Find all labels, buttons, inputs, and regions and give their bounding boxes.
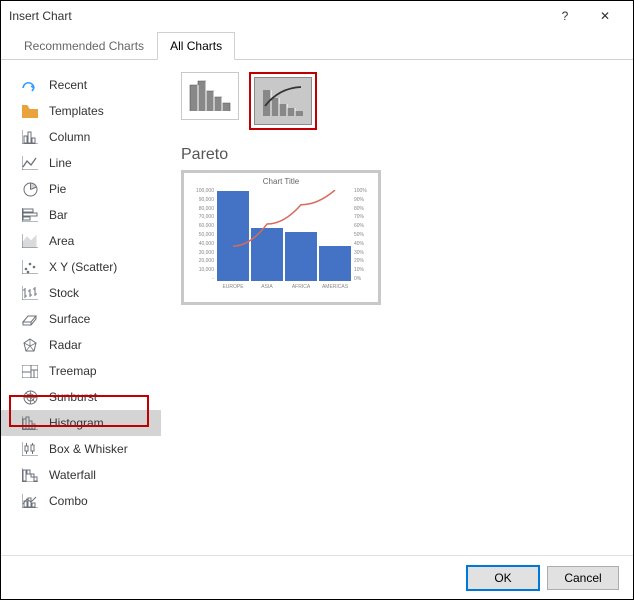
sidebar-item-scatter[interactable]: X Y (Scatter) [1,254,161,280]
sidebar-item-radar[interactable]: Radar [1,332,161,358]
sidebar-item-column[interactable]: Column [1,124,161,150]
folder-icon [21,103,39,119]
column-chart-icon [21,129,39,145]
sidebar-item-bar[interactable]: Bar [1,202,161,228]
subtype-pareto[interactable] [254,77,312,125]
dialog-body: Recent Templates Column Line Pie Bar [1,60,633,555]
sidebar-item-stock[interactable]: Stock [1,280,161,306]
cancel-label: Cancel [564,571,601,585]
treemap-chart-icon [21,363,39,379]
stock-chart-icon [21,285,39,301]
y-axis-left: 100,00090,00080,00070,00060,00050,00040,… [190,188,214,282]
sidebar-item-label: Surface [49,312,90,326]
sidebar-item-label: Waterfall [49,468,96,482]
chart-subtype-name: Pareto [181,146,613,164]
sidebar-item-label: Templates [49,104,104,118]
sidebar-item-label: Treemap [49,364,97,378]
tab-strip: Recommended Charts All Charts [1,31,633,60]
recent-icon [21,77,39,93]
pareto-line [216,190,352,282]
surface-chart-icon [21,311,39,327]
subtype-histogram[interactable] [181,72,239,120]
tab-all-charts[interactable]: All Charts [157,32,235,60]
close-icon: ✕ [600,9,610,23]
dialog-footer: OK Cancel [1,555,633,599]
bar-chart-icon [21,207,39,223]
radar-chart-icon [21,337,39,353]
scatter-chart-icon [21,259,39,275]
subtype-row [181,72,613,130]
window-title: Insert Chart [9,9,545,23]
sidebar-item-label: Radar [49,338,82,352]
cancel-button[interactable]: Cancel [547,566,619,590]
chart-preview[interactable]: Chart Title 100,00090,00080,00070,00060,… [181,170,381,305]
chart-type-list: Recent Templates Column Line Pie Bar [1,60,161,555]
histogram-subtype-icon [188,79,232,113]
sidebar-item-label: Column [49,130,90,144]
tab-all-label: All Charts [170,39,222,53]
ok-label: OK [494,571,511,585]
sidebar-item-waterfall[interactable]: Waterfall [1,462,161,488]
sidebar-item-label: Pie [49,182,66,196]
sidebar-item-label: Combo [49,494,88,508]
sidebar-item-boxwhisker[interactable]: Box & Whisker [1,436,161,462]
pie-chart-icon [21,181,39,197]
sidebar-item-line[interactable]: Line [1,150,161,176]
help-button[interactable]: ? [545,1,585,31]
sidebar-item-templates[interactable]: Templates [1,98,161,124]
sidebar-item-recent[interactable]: Recent [1,72,161,98]
sidebar-item-area[interactable]: Area [1,228,161,254]
line-chart-icon [21,155,39,171]
help-icon: ? [562,9,569,23]
sidebar-item-label: Line [49,156,72,170]
sidebar-item-label: Recent [49,78,87,92]
tab-recommended-label: Recommended Charts [24,39,144,53]
sidebar-item-label: X Y (Scatter) [49,260,117,274]
pareto-subtype-icon [261,84,305,118]
chart-preview-plot: 100,00090,00080,00070,00060,00050,00040,… [190,188,372,296]
x-axis: EUROPEASIAAFRICAAMERICAS [216,284,352,296]
tab-recommended[interactable]: Recommended Charts [11,32,157,60]
insert-chart-dialog: Insert Chart ? ✕ Recommended Charts All … [0,0,634,600]
boxwhisker-chart-icon [21,441,39,457]
combo-chart-icon [21,493,39,509]
chart-preview-title: Chart Title [190,177,372,186]
sidebar-item-treemap[interactable]: Treemap [1,358,161,384]
sidebar-item-combo[interactable]: Combo [1,488,161,514]
close-button[interactable]: ✕ [585,1,625,31]
waterfall-chart-icon [21,467,39,483]
sidebar-item-label: Stock [49,286,79,300]
highlight-box-histogram [9,395,149,427]
sidebar-item-surface[interactable]: Surface [1,306,161,332]
titlebar: Insert Chart ? ✕ [1,1,633,31]
sidebar-item-pie[interactable]: Pie [1,176,161,202]
sidebar-item-label: Box & Whisker [49,442,128,456]
plot-area [216,190,352,282]
ok-button[interactable]: OK [467,566,539,590]
sidebar-item-label: Bar [49,208,68,222]
area-chart-icon [21,233,39,249]
y-axis-right: 100%90%80%70%60%50%40%30%20%10%0% [354,188,372,282]
sidebar-item-label: Area [49,234,74,248]
highlight-box-pareto [249,72,317,130]
chart-subtype-panel: Pareto Chart Title 100,00090,00080,00070… [161,60,633,555]
